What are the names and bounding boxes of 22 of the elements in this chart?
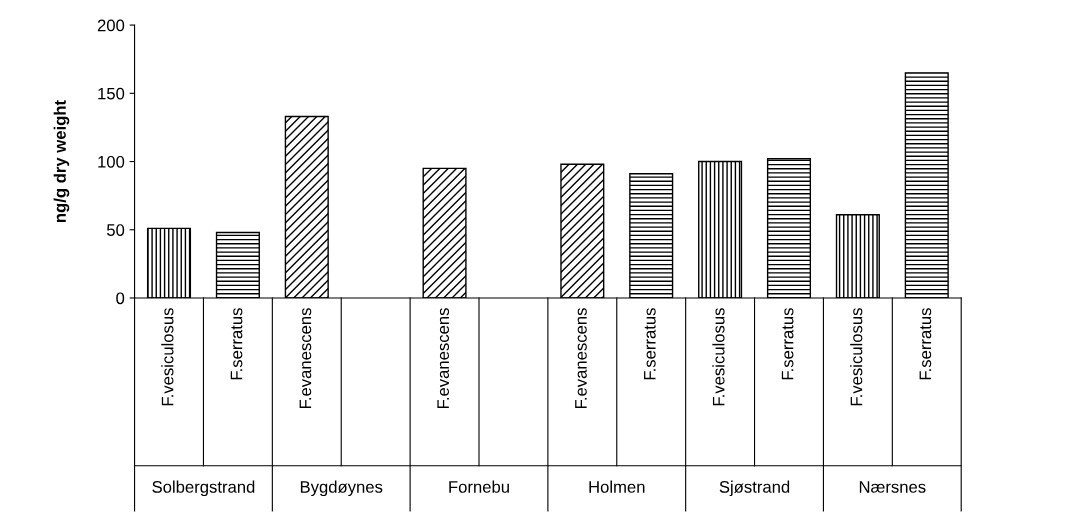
x-tick-label: F.serratus: [919, 308, 932, 380]
x-tick-label: F.vesiculosus: [712, 308, 725, 406]
y-tick-label: 200: [97, 19, 125, 32]
x-tick-label: F.serratus: [230, 308, 243, 380]
text: Solbergstrand: [152, 480, 255, 497]
x-tick-label: F.evanescens: [299, 308, 312, 409]
y-tick-label: 100: [98, 155, 125, 168]
y-tick-label: 150: [98, 87, 125, 100]
x-tick-label: F.evanescens: [437, 308, 450, 409]
text: Fornebu: [449, 480, 509, 493]
y-tick-label: 0: [116, 292, 125, 305]
x-tick-label: F.serratus: [644, 308, 656, 380]
text: Holmen: [589, 480, 645, 493]
x-tick-label: F.vesiculosus: [850, 308, 863, 406]
text: Sjøstrand: [719, 480, 790, 497]
x-tick-label: F.vesiculosus: [161, 308, 174, 406]
text: Bygdøynes: [300, 480, 383, 497]
y-axis-title: ng/g dry weight: [53, 100, 70, 222]
x-tick-label: F.evanescens: [575, 308, 587, 409]
text: Nærsnes: [859, 481, 926, 493]
x-tick-label: F.serratus: [781, 308, 794, 380]
y-tick-label: 50: [106, 224, 125, 236]
